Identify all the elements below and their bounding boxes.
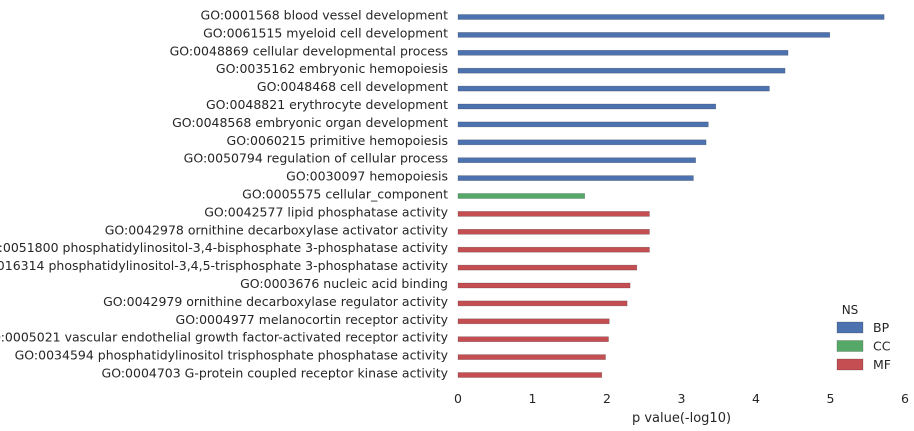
bar-mf <box>457 264 638 271</box>
category-label: GO:0060215 primitive hemopoiesis <box>227 133 448 148</box>
category-label: GO:0061515 myeloid cell development <box>203 25 448 40</box>
x-tick-label: 4 <box>752 391 760 406</box>
bar-bp <box>457 139 707 146</box>
bar-bp <box>457 103 717 110</box>
bar-mf <box>457 318 610 325</box>
category-label: GO:0034594 phosphatidylinositol trisphos… <box>15 348 449 363</box>
category-label: GO:0001568 blood vessel development <box>201 8 449 23</box>
bar-bp <box>457 175 694 181</box>
category-label: GO:0005575 cellular_component <box>242 187 448 202</box>
legend-title: NS <box>842 303 859 317</box>
x-tick-label: 5 <box>827 391 835 406</box>
category-label: GO:0042577 lipid phosphatase activity <box>204 204 448 219</box>
bar-mf <box>457 300 628 307</box>
category-label: GO:0035162 embryonic hemopoiesis <box>216 61 448 76</box>
bar-cc <box>457 193 585 199</box>
category-label: GO:0042979 ornithine decarboxylase regul… <box>103 294 448 309</box>
bar-mf <box>457 372 603 378</box>
legend-swatch-bp <box>836 321 864 334</box>
bar-mf <box>457 229 650 235</box>
category-label: GO:0003676 nucleic acid binding <box>240 276 448 291</box>
bar-mf <box>457 246 650 253</box>
bar-bp <box>457 121 709 128</box>
legend-label-mf: MF <box>873 357 891 372</box>
bar-bp <box>457 157 696 163</box>
legend-label-cc: CC <box>873 339 891 354</box>
category-label: GO:0048869 cellular developmental proces… <box>170 43 448 58</box>
x-tick-label: 3 <box>678 391 686 406</box>
bar-bp <box>457 85 770 92</box>
bar-mf <box>457 211 650 217</box>
legend-swatch-mf <box>836 358 864 371</box>
x-tick-label: 2 <box>603 391 611 406</box>
bars <box>457 14 885 378</box>
x-axis-ticks: 0 1 2 3 4 5 6 <box>454 391 909 406</box>
x-tick-label: 0 <box>454 391 462 406</box>
bar-bp <box>457 14 885 20</box>
legend-swatch-cc <box>836 340 864 352</box>
x-axis-title: p value(-log10) <box>632 411 731 426</box>
category-label: GO:0048468 cell development <box>257 79 448 94</box>
bar-mf <box>457 282 631 289</box>
bar-bp <box>457 32 831 38</box>
bar-mf <box>457 354 606 360</box>
category-label: GO:0004703 G-protein coupled receptor ki… <box>102 366 449 381</box>
category-label: GO:0016314 phosphatidylinositol-3,4,5-tr… <box>0 258 449 273</box>
bar-bp <box>457 67 786 74</box>
x-tick-label: 1 <box>529 391 537 406</box>
category-labels: GO:0001568 blood vessel development GO:00… <box>0 8 449 381</box>
category-label: GO:0042978 ornithine decarboxylase activ… <box>105 222 449 237</box>
bar-bp <box>457 49 789 56</box>
bar-mf <box>457 336 609 343</box>
category-label: GO:0005021 vascular endothelial growth f… <box>0 330 449 345</box>
category-label: GO:0048821 erythrocyte development <box>206 97 448 112</box>
category-label: GO:0030097 hemopoiesis <box>286 169 448 184</box>
legend-label-bp: BP <box>873 320 890 335</box>
category-label: GO:0050794 regulation of cellular proces… <box>184 151 448 166</box>
category-label: GO:0048568 embryonic organ development <box>172 115 448 130</box>
category-label: GO:0004977 melanocortin receptor activit… <box>176 312 449 327</box>
x-tick-label: 6 <box>901 391 909 406</box>
legend: NS BP CC MF <box>836 303 891 372</box>
category-label: GO:0051800 phosphatidylinositol-3,4-bisp… <box>0 240 449 255</box>
